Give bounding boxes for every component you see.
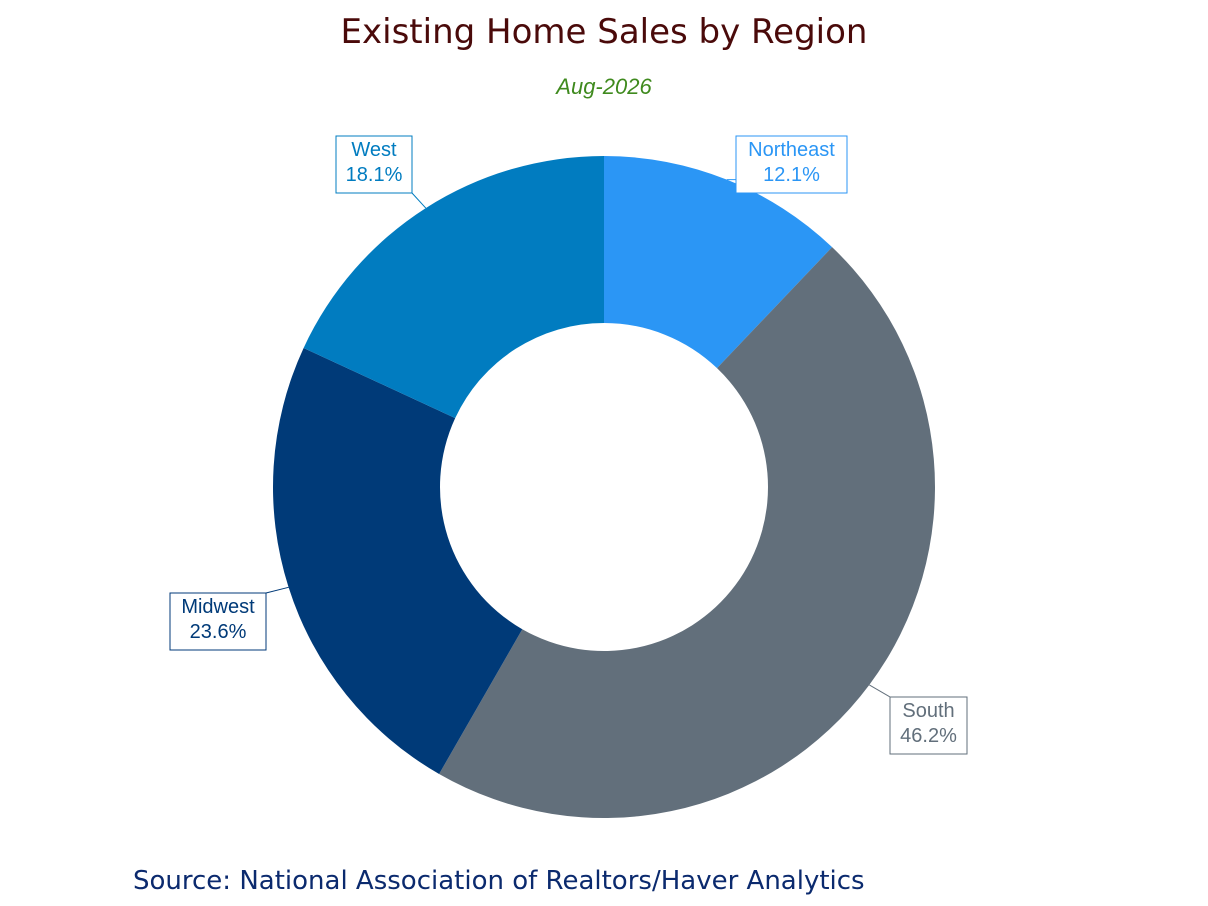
leader-line-west	[411, 192, 427, 209]
label-name-south: South	[902, 700, 954, 722]
label-value-west: 18.1%	[346, 164, 403, 186]
source-note: Source: National Association of Realtors…	[133, 866, 865, 896]
label-box-midwest	[169, 592, 267, 651]
label-value-south: 46.2%	[900, 725, 957, 747]
labels-layer: Northeast 12.1% South 46.2% Midwest 23.6% West…	[169, 135, 968, 755]
label-name-midwest: Midwest	[181, 596, 255, 618]
slice-label-midwest: Midwest 23.6%	[169, 586, 289, 651]
chart-subtitle: Aug-2026	[556, 74, 652, 99]
leader-line-midwest	[265, 586, 289, 594]
chart-title: Existing Home Sales by Region	[340, 12, 868, 52]
label-name-west: West	[351, 139, 397, 161]
label-box-northeast	[735, 135, 848, 194]
label-value-northeast: 12.1%	[763, 164, 820, 186]
slice-south	[439, 247, 935, 818]
slice-northeast	[604, 156, 833, 369]
slice-west	[303, 156, 604, 419]
slices-layer	[273, 156, 935, 818]
label-name-northeast: Northeast	[748, 139, 835, 161]
slice-label-south: South 46.2%	[869, 684, 968, 755]
slice-label-west: West 18.1%	[335, 135, 427, 209]
slice-midwest	[273, 347, 523, 775]
slice-label-northeast: Northeast 12.1%	[726, 135, 848, 194]
label-value-midwest: 23.6%	[190, 621, 247, 643]
label-box-south	[889, 696, 968, 755]
leader-line-south	[869, 684, 891, 698]
label-box-west	[335, 135, 413, 194]
